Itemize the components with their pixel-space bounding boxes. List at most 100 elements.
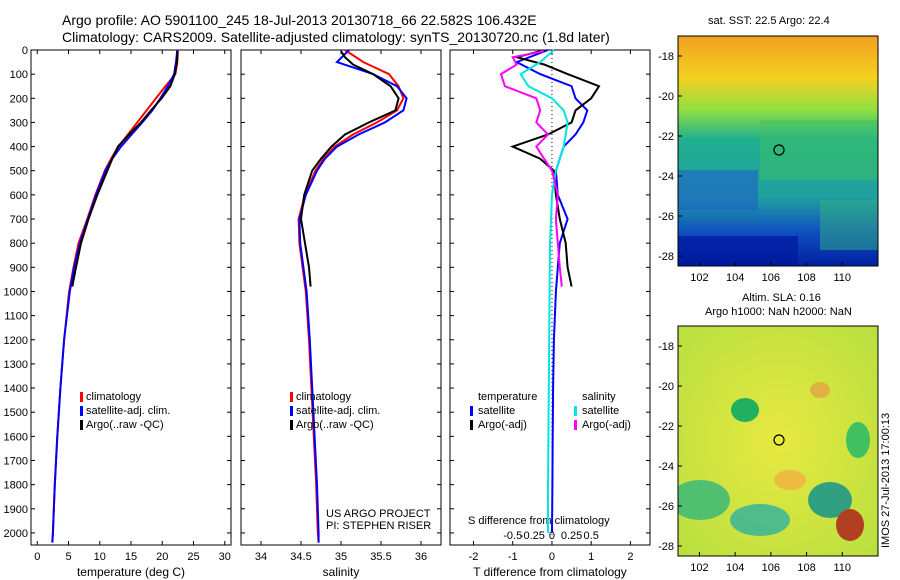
sst-lon-label: 106 <box>762 272 780 284</box>
series-satellite-adj-clim- <box>298 49 408 543</box>
x-tick-label: 30 <box>219 551 231 563</box>
legend-label: climatology <box>296 391 352 403</box>
s-diff-tick-label: 0 <box>549 530 555 542</box>
y-tick-label: 1300 <box>4 359 28 371</box>
sst-lat-label: -22 <box>658 131 674 143</box>
legend-label: Argo(-adj) <box>582 419 631 431</box>
plot-frame <box>240 49 442 546</box>
y-tick-label: 300 <box>10 117 28 129</box>
legend-swatch <box>290 392 293 402</box>
legend-label: Argo(-adj) <box>478 419 527 431</box>
sst-argo-marker <box>773 144 785 156</box>
s-diff-tick-label: -0.5 <box>503 530 522 542</box>
x-tick-label: 34.5 <box>290 551 311 563</box>
sla-lon-label: 102 <box>690 562 708 574</box>
legend-label: satellite <box>478 405 515 417</box>
s-diff-tick-label: -0.25 <box>520 530 545 542</box>
x-tick-label: 15 <box>125 551 137 563</box>
x-tick-label: -2 <box>469 551 479 563</box>
sst-lat-label: -24 <box>658 171 674 183</box>
sst-lon-label: 108 <box>797 272 815 284</box>
y-tick-label: 200 <box>10 93 28 105</box>
sla-lat-label: -28 <box>658 541 674 553</box>
profile-panel-1: 0 5 10 15 20 25 300100200300400500600700800900… <box>4 45 232 579</box>
legend-swatch <box>290 406 293 416</box>
s-difference-axis-label: S difference from climatology <box>468 515 610 527</box>
sla-lon-label: 108 <box>797 562 815 574</box>
y-tick-label: 1700 <box>4 455 28 467</box>
legend-label: satellite-adj. clim. <box>296 405 380 417</box>
sst-map <box>677 35 879 267</box>
profile-panel-2: 34 34.5 35 35.5 36 salinity climatology satelli… <box>240 49 442 579</box>
plot-frame <box>449 49 651 546</box>
sla-lon-label: 104 <box>726 562 744 574</box>
s-diff-tick-label: 0.25 <box>561 530 582 542</box>
x-tick-label: 0 <box>34 551 40 563</box>
figure-title-line2: Climatology: CARS2009. Satellite-adjuste… <box>62 29 610 45</box>
x-tick-label: 35 <box>335 551 347 563</box>
legend-label: Argo(..raw -QC) <box>86 419 164 431</box>
series-satellite <box>519 49 569 533</box>
y-tick-label: 1500 <box>4 407 28 419</box>
x-tick-label: 35.5 <box>370 551 391 563</box>
y-tick-label: 500 <box>10 166 28 178</box>
y-tick-label: 1600 <box>4 431 28 443</box>
x-axis-label: salinity <box>323 565 360 579</box>
x-tick-label: 0 <box>549 551 555 563</box>
x-tick-label: 20 <box>156 551 168 563</box>
legend-group-label: temperature <box>478 391 537 403</box>
x-tick-label: 34 <box>255 551 267 563</box>
legend-label: climatology <box>86 391 142 403</box>
y-tick-label: 1200 <box>4 335 28 347</box>
y-tick-label: 1800 <box>4 480 28 492</box>
legend-label: satellite <box>582 405 619 417</box>
legend-swatch <box>470 406 473 416</box>
y-tick-label: 900 <box>10 262 28 274</box>
sst-lat-label: -18 <box>658 51 674 63</box>
sst-lon-label: 104 <box>726 272 744 284</box>
y-tick-label: 0 <box>22 45 28 57</box>
x-tick-label: -1 <box>508 551 518 563</box>
y-tick-label: 800 <box>10 238 28 250</box>
y-tick-label: 1100 <box>4 311 28 323</box>
x-axis-label: T difference from climatology <box>473 565 627 579</box>
y-tick-label: 1400 <box>4 383 28 395</box>
sst-lon-label: 110 <box>834 272 852 284</box>
credit-pi: PI: STEPHEN RISER <box>326 520 432 532</box>
series-argo-adj- <box>499 50 563 287</box>
legend-swatch <box>574 406 577 416</box>
sla-map <box>677 325 879 557</box>
sst-lat-label: -26 <box>658 211 674 223</box>
legend-swatch <box>80 392 83 402</box>
sla-map-title-line1: Altim. SLA: 0.16 <box>742 292 821 304</box>
legend-swatch <box>80 406 83 416</box>
x-tick-label: 1 <box>588 551 594 563</box>
x-tick-label: 5 <box>65 551 71 563</box>
x-tick-label: 25 <box>187 551 199 563</box>
legend-label: satellite-adj. clim. <box>86 405 170 417</box>
sst-lat-label: -28 <box>658 251 674 263</box>
figure-title-line1: Argo profile: AO 5901100_245 18-Jul-2013… <box>62 12 537 28</box>
series-climatology <box>51 49 179 543</box>
y-tick-label: 100 <box>10 69 28 81</box>
sla-map-title-line2: Argo h1000: NaN h2000: NaN <box>705 306 852 318</box>
legend-label: Argo(..raw -QC) <box>296 419 374 431</box>
y-tick-label: 1000 <box>4 286 28 298</box>
sla-lat-label: -18 <box>658 341 674 353</box>
x-axis-label: temperature (deg C) <box>77 565 185 579</box>
sla-lat-label: -26 <box>658 501 674 513</box>
sla-lon-label: 106 <box>762 562 780 574</box>
legend-swatch <box>574 420 577 430</box>
y-tick-label: 1900 <box>4 504 28 516</box>
sla-lon-label: 110 <box>834 562 852 574</box>
sst-lon-label: 102 <box>690 272 708 284</box>
sla-lat-label: -24 <box>658 461 674 473</box>
legend-swatch <box>470 420 473 430</box>
x-tick-label: 36 <box>415 551 427 563</box>
s-diff-tick-label: 0.5 <box>584 530 599 542</box>
x-tick-label: 2 <box>627 551 633 563</box>
sst-lat-label: -20 <box>658 91 674 103</box>
profile-panel-3: -2 -1 0 1 2 -0.5-0.25 0 0.25 0.5 T difference fro… <box>449 49 651 579</box>
sla-argo-marker <box>773 434 785 446</box>
